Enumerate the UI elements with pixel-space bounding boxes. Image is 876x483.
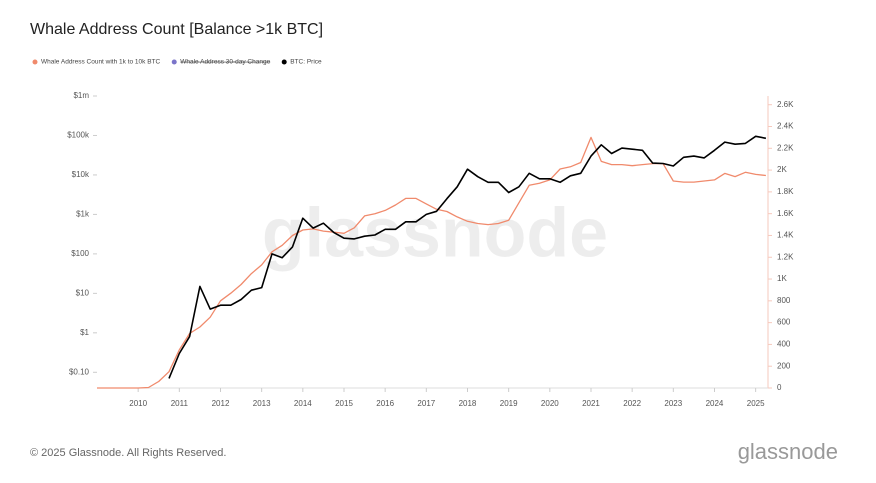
x-tick-label: 2022 bbox=[623, 399, 641, 408]
logo: glassnode bbox=[738, 439, 838, 464]
x-tick-label: 2015 bbox=[335, 399, 353, 408]
y2-tick-label: 0 bbox=[777, 383, 782, 392]
legend-label[interactable]: Whale Address Count with 1k to 10k BTC bbox=[41, 59, 161, 66]
legend-marker bbox=[32, 59, 38, 65]
x-tick-label: 2017 bbox=[417, 399, 435, 408]
x-tick-label: 2025 bbox=[747, 399, 765, 408]
x-tick-label: 2020 bbox=[541, 399, 559, 408]
x-tick-label: 2023 bbox=[664, 399, 682, 408]
y2-tick-label: 400 bbox=[777, 340, 791, 349]
y-tick-label: $100 bbox=[71, 249, 89, 258]
x-tick-label: 2024 bbox=[706, 399, 724, 408]
y2-tick-label: 1.6K bbox=[777, 209, 794, 218]
x-tick-label: 2013 bbox=[253, 399, 271, 408]
footer: © 2025 Glassnode. All Rights Reserved. bbox=[30, 447, 226, 459]
x-tick-label: 2010 bbox=[129, 399, 147, 408]
y2-tick-label: 200 bbox=[777, 361, 791, 370]
y-tick-label: $10 bbox=[76, 288, 90, 297]
x-tick-label: 2021 bbox=[582, 399, 600, 408]
legend-marker bbox=[281, 59, 287, 65]
y2-tick-label: 2.4K bbox=[777, 122, 794, 131]
y2-tick-label: 2.6K bbox=[777, 100, 794, 109]
legend-marker bbox=[171, 59, 177, 65]
y2-tick-label: 600 bbox=[777, 318, 791, 327]
y2-tick-label: 800 bbox=[777, 296, 791, 305]
x-tick-label: 2014 bbox=[294, 399, 312, 408]
y2-tick-label: 1K bbox=[777, 274, 787, 283]
y2-tick-label: 1.8K bbox=[777, 187, 794, 196]
legend-label[interactable]: Whale Address 30-day Change bbox=[180, 59, 270, 66]
y2-tick-label: 2K bbox=[777, 165, 787, 174]
y-tick-label: $1 bbox=[80, 328, 89, 337]
y-tick-label: $1m bbox=[73, 91, 89, 100]
x-tick-label: 2016 bbox=[376, 399, 394, 408]
x-tick-label: 2018 bbox=[459, 399, 477, 408]
y2-tick-label: 1.4K bbox=[777, 231, 794, 240]
y-tick-label: $0.10 bbox=[69, 367, 90, 376]
y-tick-label: $1k bbox=[76, 210, 90, 219]
x-tick-label: 2012 bbox=[212, 399, 230, 408]
chart-title: Whale Address Count [Balance >1k BTC] bbox=[30, 21, 323, 38]
series-line bbox=[168, 135, 767, 379]
x-tick-label: 2011 bbox=[171, 399, 189, 408]
legend-label[interactable]: BTC: Price bbox=[290, 59, 322, 66]
x-tick-label: 2019 bbox=[500, 399, 518, 408]
y2-tick-label: 2.2K bbox=[777, 143, 794, 152]
y-tick-label: $100k bbox=[67, 131, 90, 140]
y2-tick-label: 1.2K bbox=[777, 252, 794, 261]
watermark: glassnode bbox=[262, 193, 608, 271]
y-tick-label: $10k bbox=[72, 170, 90, 179]
